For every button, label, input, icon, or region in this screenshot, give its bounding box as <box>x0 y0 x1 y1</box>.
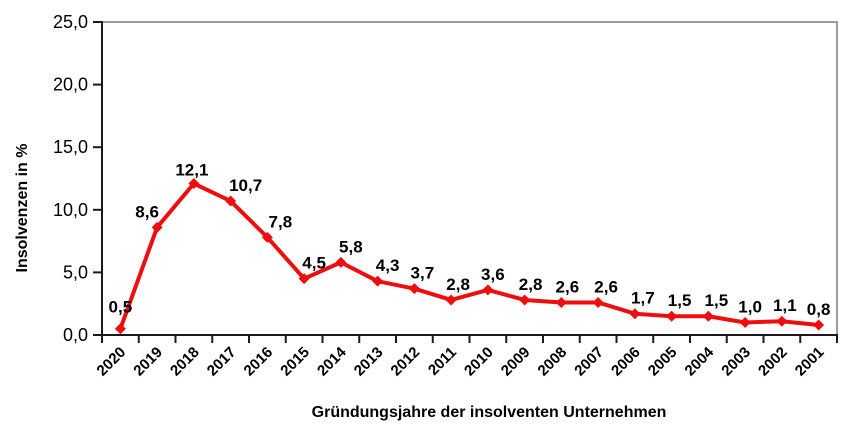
x-tick-label: 2018 <box>167 344 203 380</box>
x-tick-label: 2014 <box>314 343 350 379</box>
data-point-marker <box>739 316 751 328</box>
data-point-marker <box>666 310 678 322</box>
data-label: 1,5 <box>705 291 729 310</box>
y-tick-label: 5,0 <box>63 262 88 282</box>
x-tick-label: 2016 <box>241 344 277 380</box>
data-point-marker <box>335 256 347 268</box>
data-point-marker <box>114 323 126 335</box>
data-point-marker <box>445 294 457 306</box>
data-label: 12,1 <box>175 161 208 180</box>
x-tick-label: 2015 <box>277 344 313 380</box>
data-point-marker <box>702 310 714 322</box>
x-tick-label: 2011 <box>425 344 460 379</box>
data-label: 3,6 <box>481 265 505 284</box>
x-tick-label: 2017 <box>204 344 240 380</box>
x-tick-label: 2002 <box>755 344 791 380</box>
x-tick-label: 2006 <box>608 344 644 380</box>
data-label: 10,7 <box>229 176 262 195</box>
x-tick-label: 2001 <box>792 344 828 380</box>
data-label: 0,8 <box>807 300 831 319</box>
data-label: 5,8 <box>339 237 363 256</box>
data-label: 8,6 <box>135 202 159 221</box>
data-point-marker <box>151 221 163 233</box>
data-label: 1,5 <box>668 291 692 310</box>
x-tick-label: 2003 <box>718 344 754 380</box>
data-label: 2,6 <box>594 277 618 296</box>
x-tick-label: 2012 <box>388 344 424 380</box>
data-label: 1,0 <box>738 297 762 316</box>
x-tick-label: 2019 <box>130 344 166 380</box>
x-tick-label: 2010 <box>461 344 497 380</box>
y-tick-label: 0,0 <box>63 325 88 345</box>
data-point-marker <box>776 315 788 327</box>
data-label: 4,5 <box>302 254 326 273</box>
data-label: 2,6 <box>556 277 580 296</box>
data-label: 3,7 <box>411 264 435 283</box>
y-tick-label: 20,0 <box>53 75 88 95</box>
data-point-marker <box>408 283 420 295</box>
y-tick-label: 25,0 <box>53 12 88 32</box>
data-point-marker <box>592 296 604 308</box>
data-label: 1,1 <box>773 296 797 315</box>
x-tick-label: 2008 <box>535 344 571 380</box>
data-point-marker <box>225 195 237 207</box>
x-tick-label: 2007 <box>571 344 607 380</box>
data-point-marker <box>629 308 641 320</box>
x-tick-label: 2005 <box>645 344 681 380</box>
data-label: 7,8 <box>269 212 293 231</box>
data-point-marker <box>519 294 531 306</box>
data-point-marker <box>813 319 825 331</box>
x-tick-label: 2004 <box>682 343 718 379</box>
x-tick-label: 2013 <box>351 344 387 380</box>
data-label: 2,8 <box>446 275 470 294</box>
data-label: 0,5 <box>109 298 133 317</box>
x-tick-label: 2009 <box>498 344 534 380</box>
data-point-marker <box>372 275 384 287</box>
data-point-marker <box>298 273 310 285</box>
x-tick-label: 2020 <box>94 344 130 380</box>
insolvency-line <box>118 181 821 331</box>
y-axis-title: Insolvenzen in % <box>14 144 31 273</box>
data-label: 2,8 <box>519 275 543 294</box>
data-label: 4,3 <box>376 256 400 275</box>
y-tick-label: 10,0 <box>53 200 88 220</box>
data-label: 1,7 <box>631 289 655 308</box>
data-point-marker <box>261 231 273 243</box>
x-axis-title: Gründungsjahre der insolventen Unternehm… <box>312 404 667 421</box>
data-point-marker <box>555 296 567 308</box>
data-point-marker <box>188 178 200 190</box>
y-tick-label: 15,0 <box>53 137 88 157</box>
data-point-marker <box>482 284 494 296</box>
